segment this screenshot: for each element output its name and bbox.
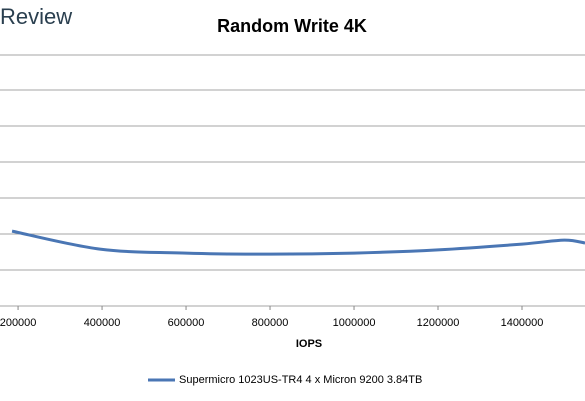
x-tick-label: 200000 — [0, 317, 36, 329]
x-tick-label: 1000000 — [333, 317, 376, 329]
x-tick-label: 1200000 — [417, 317, 460, 329]
chart-title: Random Write 4K — [217, 16, 367, 36]
x-axis-title: IOPS — [296, 338, 322, 350]
x-tick-label: 400000 — [84, 317, 121, 329]
brand: Review — [0, 4, 72, 29]
x-tick-label: 600000 — [168, 317, 205, 329]
grid — [0, 54, 585, 307]
series-line — [11, 229, 585, 256]
x-tick-label: 800000 — [252, 317, 289, 329]
x-tick-label: 1400000 — [501, 317, 544, 329]
legend-label: Supermicro 1023US-TR4 4 x Micron 9200 3.… — [179, 374, 422, 386]
